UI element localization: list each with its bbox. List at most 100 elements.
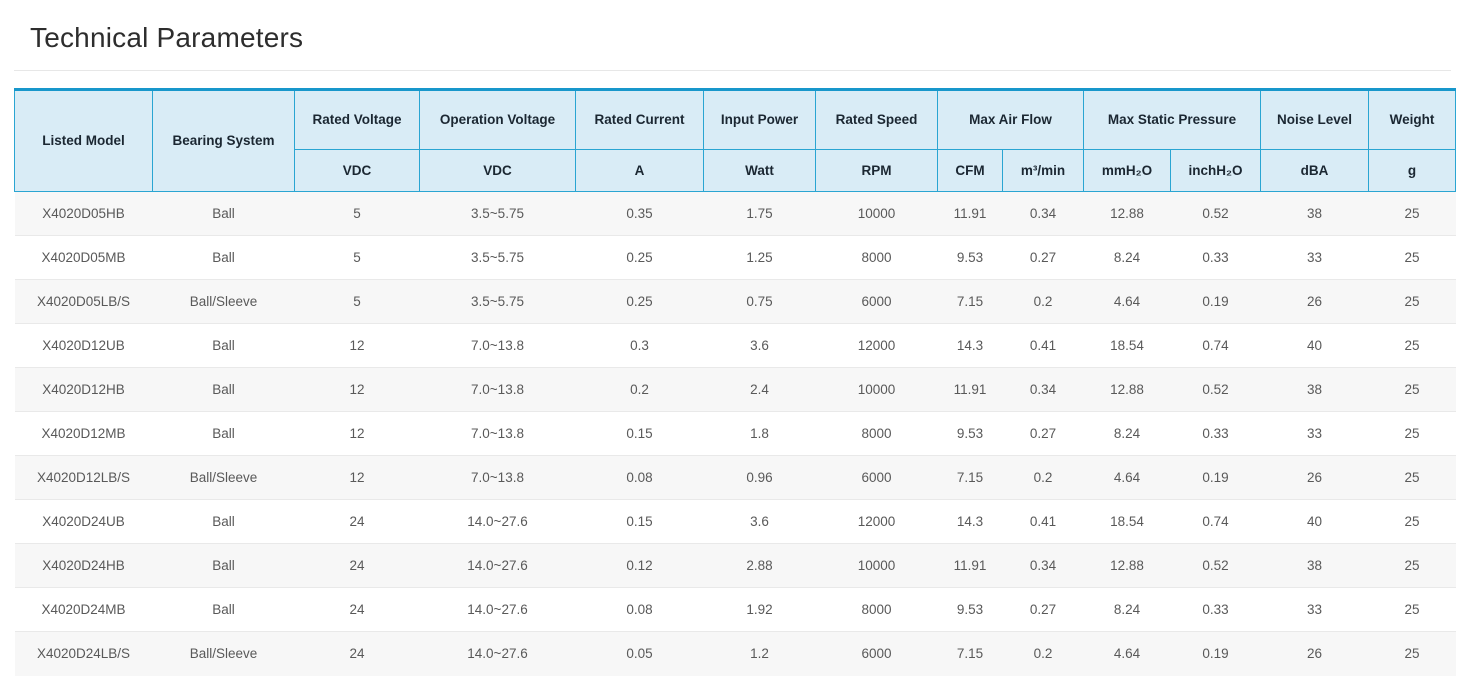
model-cell: X4020D12UB: [14, 323, 153, 368]
table-body: X4020D05HB Ball 5 3.5~5.75 0.35 1.75 10000 11.9…: [14, 191, 1456, 676]
unit-header-m3min: m³/min: [1001, 149, 1085, 192]
unit-header-rated-current: A: [575, 149, 704, 192]
value-cell: 38: [1260, 191, 1369, 236]
value-cell: 0.19: [1170, 455, 1261, 500]
model-cell: X4020D24LB/S: [14, 631, 153, 676]
table-row: X4020D24HB Ball 24 14.0~27.6 0.12 2.88 10000 11…: [14, 543, 1456, 588]
value-cell: 2.88: [703, 543, 816, 588]
value-cell: Ball: [152, 499, 295, 544]
value-cell: Ball: [152, 323, 295, 368]
value-cell: 26: [1260, 631, 1369, 676]
value-cell: 26: [1260, 279, 1369, 324]
value-cell: 1.75: [703, 191, 816, 236]
value-cell: 18.54: [1083, 323, 1171, 368]
value-cell: 0.34: [1002, 543, 1084, 588]
value-cell: 0.33: [1170, 235, 1261, 280]
col-header-max-air-flow: Max Air Flow: [936, 89, 1085, 150]
value-cell: 25: [1368, 191, 1456, 236]
unit-header-mmh2o: mmH₂O: [1083, 149, 1172, 192]
value-cell: Ball: [152, 411, 295, 456]
table-header: Listed Model Bearing System Rated Voltag…: [14, 89, 1457, 192]
value-cell: 7.0~13.8: [419, 455, 576, 500]
value-cell: 24: [294, 587, 420, 632]
model-cell: X4020D12LB/S: [14, 455, 153, 500]
value-cell: 9.53: [937, 235, 1003, 280]
value-cell: 0.2: [1002, 631, 1084, 676]
value-cell: 24: [294, 499, 420, 544]
value-cell: 12000: [815, 323, 938, 368]
value-cell: 25: [1368, 411, 1456, 456]
value-cell: 3.6: [703, 499, 816, 544]
value-cell: 25: [1368, 279, 1456, 324]
value-cell: 25: [1368, 543, 1456, 588]
value-cell: 0.52: [1170, 191, 1261, 236]
value-cell: 18.54: [1083, 499, 1171, 544]
value-cell: 24: [294, 631, 420, 676]
value-cell: 14.3: [937, 323, 1003, 368]
value-cell: 9.53: [937, 587, 1003, 632]
value-cell: 14.0~27.6: [419, 499, 576, 544]
value-cell: 8.24: [1083, 587, 1171, 632]
value-cell: 14.0~27.6: [419, 631, 576, 676]
value-cell: 0.2: [1002, 455, 1084, 500]
model-cell: X4020D05LB/S: [14, 279, 153, 324]
value-cell: 25: [1368, 323, 1456, 368]
header-group-row: Listed Model Bearing System Rated Voltag…: [14, 89, 1457, 192]
unit-header-input-power: Watt: [703, 149, 816, 192]
value-cell: 10000: [815, 543, 938, 588]
value-cell: 14.0~27.6: [419, 543, 576, 588]
value-cell: 26: [1260, 455, 1369, 500]
value-cell: 8000: [815, 587, 938, 632]
value-cell: 12: [294, 367, 420, 412]
value-cell: 0.05: [575, 631, 704, 676]
table-row: X4020D24LB/S Ball/Sleeve 24 14.0~27.6 0.05 1.…: [14, 631, 1456, 676]
table-row: X4020D05HB Ball 5 3.5~5.75 0.35 1.75 10000 11.9…: [14, 191, 1456, 236]
value-cell: 7.15: [937, 279, 1003, 324]
value-cell: 6000: [815, 455, 938, 500]
value-cell: 0.52: [1170, 543, 1261, 588]
table-row: X4020D12HB Ball 12 7.0~13.8 0.2 2.4 10000 11.91…: [14, 367, 1456, 412]
value-cell: 1.92: [703, 587, 816, 632]
col-header-max-static-pressure: Max Static Pressure: [1083, 89, 1262, 150]
model-cell: X4020D12HB: [14, 367, 153, 412]
value-cell: 0.35: [575, 191, 704, 236]
unit-header-rated-speed: RPM: [815, 149, 938, 192]
col-header-noise-level: Noise Level: [1260, 89, 1370, 150]
value-cell: 12: [294, 411, 420, 456]
value-cell: 0.34: [1002, 367, 1084, 412]
col-header-listed-model: Listed Model: [14, 89, 153, 192]
value-cell: 0.12: [575, 543, 704, 588]
value-cell: 14.3: [937, 499, 1003, 544]
value-cell: 0.52: [1170, 367, 1261, 412]
value-cell: 0.41: [1002, 499, 1084, 544]
value-cell: 12.88: [1083, 367, 1171, 412]
page-title: Technical Parameters: [30, 22, 304, 53]
model-cell: X4020D12MB: [14, 411, 153, 456]
model-cell: X4020D24HB: [14, 543, 153, 588]
value-cell: 0.27: [1002, 235, 1084, 280]
value-cell: 11.91: [937, 543, 1003, 588]
value-cell: 40: [1260, 499, 1369, 544]
value-cell: 0.74: [1170, 499, 1261, 544]
value-cell: 0.3: [575, 323, 704, 368]
value-cell: 14.0~27.6: [419, 587, 576, 632]
value-cell: 4.64: [1083, 631, 1171, 676]
value-cell: 38: [1260, 543, 1369, 588]
value-cell: 6000: [815, 631, 938, 676]
model-cell: X4020D05HB: [14, 191, 153, 236]
value-cell: 33: [1260, 235, 1369, 280]
value-cell: 12: [294, 323, 420, 368]
table-row: X4020D24UB Ball 24 14.0~27.6 0.15 3.6 12000 14.…: [14, 499, 1456, 544]
value-cell: 0.34: [1002, 191, 1084, 236]
value-cell: 12000: [815, 499, 938, 544]
value-cell: 3.6: [703, 323, 816, 368]
value-cell: 5: [294, 235, 420, 280]
value-cell: 0.41: [1002, 323, 1084, 368]
col-header-input-power: Input Power: [703, 89, 816, 150]
value-cell: 24: [294, 543, 420, 588]
value-cell: 0.75: [703, 279, 816, 324]
value-cell: 4.64: [1083, 279, 1171, 324]
value-cell: 0.08: [575, 455, 704, 500]
table-row: X4020D05MB Ball 5 3.5~5.75 0.25 1.25 8000 9.53 0…: [14, 235, 1456, 280]
value-cell: 0.15: [575, 499, 704, 544]
